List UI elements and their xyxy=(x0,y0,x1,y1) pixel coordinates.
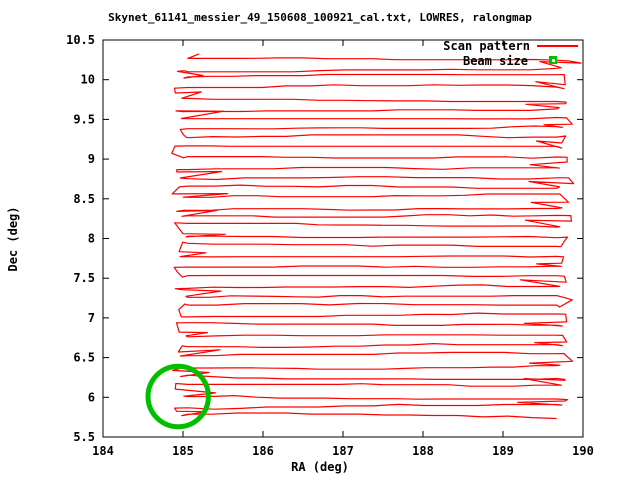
x-tick-label: 184 xyxy=(92,444,114,458)
scan-pattern-path xyxy=(171,53,582,420)
y-tick-label: 5.5 xyxy=(73,430,95,444)
y-tick-label: 8.5 xyxy=(73,192,95,206)
axis-ticks xyxy=(102,39,584,438)
x-tick-label: 189 xyxy=(492,444,514,458)
plot-border xyxy=(102,39,584,438)
x-tick-label: 190 xyxy=(572,444,594,458)
axis-tick-labels: 184 185 186 187 188 189 190 5.5 6 6.5 7 7.5 8 8.5 9 9.5… xyxy=(66,33,594,458)
x-tick-label: 185 xyxy=(172,444,194,458)
chart-title: Skynet_61141_messier_49_150608_100921_ca… xyxy=(108,11,532,24)
y-tick-label: 6 xyxy=(88,390,95,404)
y-axis-label: Dec (deg) xyxy=(6,206,20,271)
y-tick-label: 9.5 xyxy=(73,112,95,126)
y-tick-label: 7.5 xyxy=(73,271,95,285)
x-axis-label: RA (deg) xyxy=(291,460,349,474)
x-tick-label: 187 xyxy=(332,444,354,458)
y-tick-label: 10 xyxy=(81,73,95,87)
x-tick-label: 186 xyxy=(252,444,274,458)
legend-label-scan-pattern: Scan pattern xyxy=(443,39,530,53)
y-tick-label: 7 xyxy=(88,311,95,325)
legend-beam-marker-center xyxy=(552,59,555,62)
y-tick-label: 9 xyxy=(88,152,95,166)
y-tick-label: 8 xyxy=(88,232,95,246)
x-tick-label: 188 xyxy=(412,444,434,458)
legend-label-beam-size: Beam size xyxy=(463,54,528,68)
y-tick-label: 10.5 xyxy=(66,33,95,47)
beam-size-circle xyxy=(145,363,211,430)
series-layer xyxy=(145,53,582,430)
y-tick-label: 6.5 xyxy=(73,351,95,365)
legend: Scan pattern Beam size xyxy=(443,39,578,68)
